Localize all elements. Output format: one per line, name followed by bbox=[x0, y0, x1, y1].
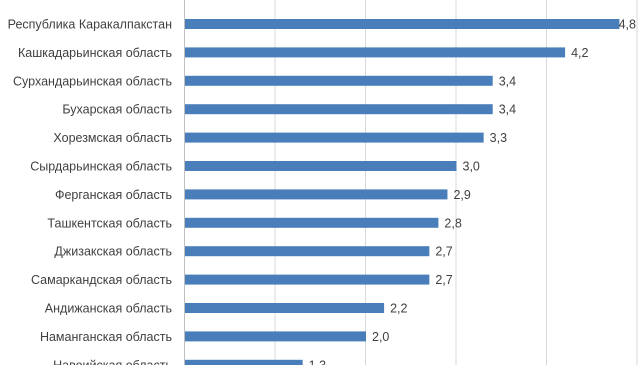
category-label: Навоийская область bbox=[53, 358, 172, 365]
data-label: 1,3 bbox=[309, 358, 326, 365]
category-label: Кашкадарьинская область bbox=[18, 46, 172, 60]
bar bbox=[185, 331, 366, 342]
data-label: 4,8 bbox=[619, 18, 636, 32]
category-label: Ферганская область bbox=[55, 188, 172, 202]
category-label: Сурхандарьинская область bbox=[13, 74, 172, 88]
bar bbox=[185, 303, 385, 313]
bar bbox=[185, 246, 430, 257]
bar bbox=[185, 217, 439, 228]
bar bbox=[185, 132, 484, 143]
data-label: 2,7 bbox=[435, 245, 452, 259]
data-label: 3,4 bbox=[499, 74, 516, 88]
category-label: Сырдарьинская область bbox=[30, 160, 172, 174]
category-label: Андижанская область bbox=[45, 302, 172, 316]
category-label: Джизакская область bbox=[54, 245, 172, 259]
data-label: 3,0 bbox=[463, 160, 480, 174]
category-label: Самаркандская область bbox=[31, 273, 172, 287]
category-label: Бухарская область bbox=[62, 103, 172, 117]
data-label: 2,9 bbox=[453, 188, 470, 202]
bar bbox=[185, 274, 430, 285]
data-label: 2,7 bbox=[435, 273, 452, 287]
data-label: 4,2 bbox=[571, 46, 588, 60]
data-label: 2,0 bbox=[372, 330, 389, 344]
data-label: 2,8 bbox=[444, 216, 461, 230]
grid-layer bbox=[184, 0, 638, 365]
bar bbox=[185, 19, 620, 29]
data-label: 3,3 bbox=[490, 131, 507, 145]
data-label: 3,4 bbox=[499, 103, 516, 117]
bar bbox=[185, 104, 493, 115]
bar bbox=[185, 161, 457, 171]
category-label: Хорезмская область bbox=[53, 131, 172, 145]
category-label: Наманганская область bbox=[40, 330, 172, 344]
bar bbox=[185, 359, 303, 370]
category-label: Ташкентская область bbox=[47, 216, 172, 230]
category-label: Республика Каракалпакстан bbox=[8, 18, 172, 32]
bar bbox=[185, 75, 493, 86]
bar bbox=[185, 47, 566, 58]
label-layer: Республика Каракалпакстан 4,8 Кашкадарьинс… bbox=[8, 18, 636, 370]
data-label: 2,2 bbox=[390, 302, 407, 316]
bar bbox=[185, 189, 448, 200]
